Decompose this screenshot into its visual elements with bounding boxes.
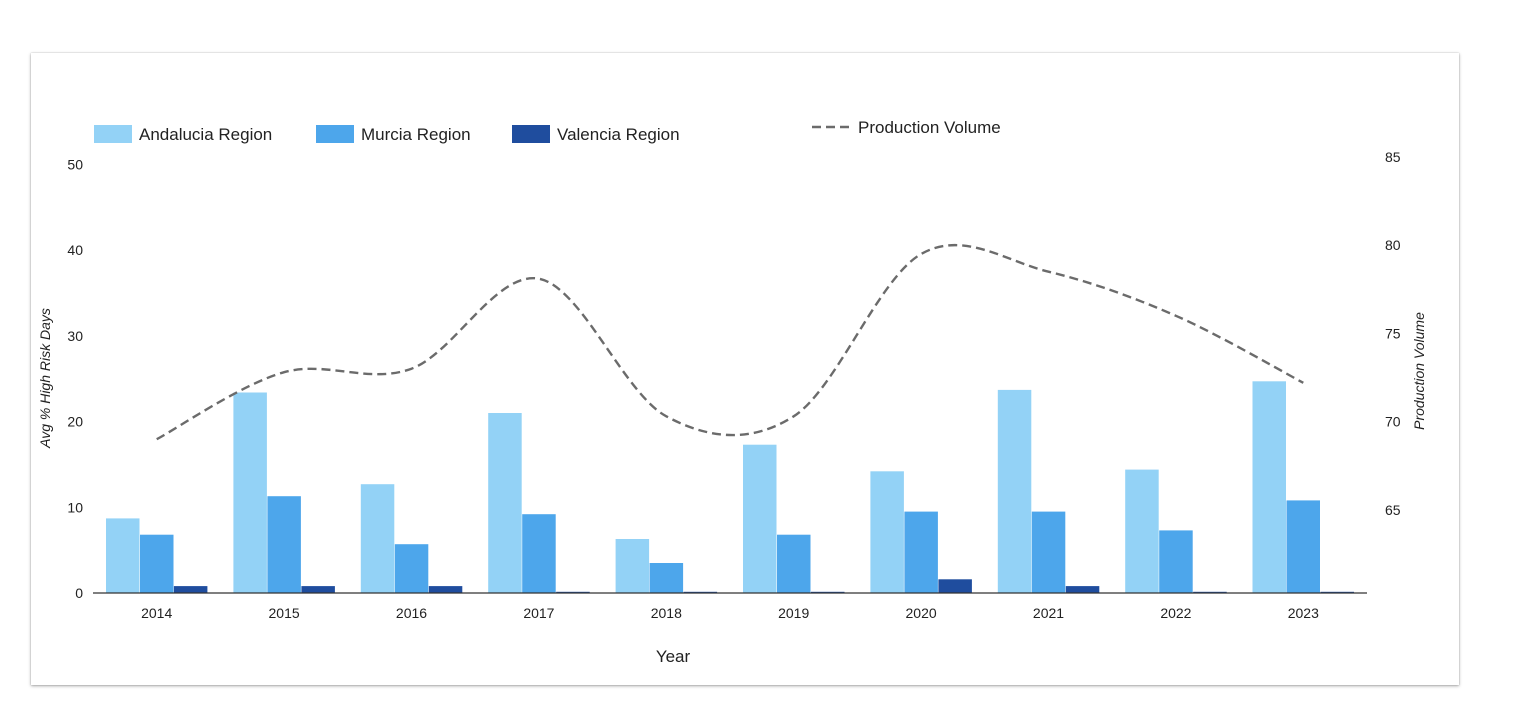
bars-layer — [106, 381, 1354, 593]
bar-murcia-region-2022 — [1159, 530, 1193, 593]
bar-andalucia-region-2015 — [233, 392, 267, 593]
x-tick-label: 2020 — [906, 605, 937, 621]
x-tick-label: 2014 — [141, 605, 172, 621]
bar-andalucia-region-2019 — [743, 444, 777, 593]
chart-card: Andalucia Region Murcia Region Valencia Re… — [31, 53, 1459, 685]
x-tick-label: 2023 — [1288, 605, 1319, 621]
bar-andalucia-region-2020 — [870, 471, 904, 593]
legend-label: Valencia Region — [557, 125, 680, 144]
bar-andalucia-region-2017 — [488, 413, 522, 593]
bar-valencia-region-2020 — [938, 579, 972, 593]
x-axis-ticks: 2014 2015 2016 2017 2018 2019 2020 2021 2022 2023 — [141, 605, 1319, 621]
left-y-axis-ticks: 0 10 20 30 40 50 — [67, 157, 83, 602]
bar-murcia-region-2015 — [267, 496, 301, 593]
legend-swatch-valencia-region — [512, 125, 550, 143]
y-tick-label: 50 — [67, 157, 83, 173]
bar-andalucia-region-2018 — [615, 539, 650, 593]
left-y-axis-title: Avg % High Risk Days — [37, 308, 53, 449]
bar-murcia-region-2014 — [140, 534, 174, 593]
x-tick-label: 2016 — [396, 605, 427, 621]
bar-murcia-region-2021 — [1031, 511, 1066, 593]
legend: Andalucia Region Murcia Region Valencia Re… — [94, 118, 1001, 144]
legend-label: Andalucia Region — [139, 125, 272, 144]
y-tick-label: 0 — [75, 585, 83, 601]
bar-andalucia-region-2022 — [1125, 469, 1159, 593]
bar-murcia-region-2016 — [394, 544, 429, 593]
x-tick-label: 2022 — [1160, 605, 1191, 621]
bar-murcia-region-2018 — [649, 563, 684, 593]
bar-valencia-region-2015 — [301, 586, 335, 593]
y-tick-label: 40 — [67, 242, 83, 258]
legend-label: Murcia Region — [361, 125, 471, 144]
y2-tick-label: 75 — [1385, 325, 1401, 341]
y-tick-label: 10 — [67, 499, 83, 515]
bar-andalucia-region-2016 — [360, 484, 395, 593]
legend-label: Production Volume — [858, 118, 1001, 137]
x-tick-label: 2015 — [269, 605, 300, 621]
bar-valencia-region-2016 — [428, 586, 463, 593]
x-tick-label: 2021 — [1033, 605, 1064, 621]
bar-murcia-region-2023 — [1286, 500, 1320, 593]
y-tick-label: 30 — [67, 328, 83, 344]
x-tick-label: 2019 — [778, 605, 809, 621]
bar-andalucia-region-2021 — [997, 389, 1032, 593]
x-axis-title: Year — [656, 647, 691, 666]
bar-valencia-region-2021 — [1065, 586, 1100, 593]
y2-tick-label: 80 — [1385, 237, 1401, 253]
x-tick-label: 2017 — [523, 605, 554, 621]
legend-swatch-murcia-region — [316, 125, 354, 143]
production-volume-line — [156, 244, 1304, 441]
x-tick-label: 2018 — [651, 605, 682, 621]
bar-andalucia-region-2014 — [106, 518, 140, 593]
combo-chart: Andalucia Region Murcia Region Valencia Re… — [37, 118, 1427, 666]
legend-swatch-andalucia-region — [94, 125, 132, 143]
right-y-axis-title: Production Volume — [1411, 312, 1427, 430]
bar-murcia-region-2017 — [522, 514, 556, 593]
bar-valencia-region-2014 — [173, 586, 208, 593]
bar-andalucia-region-2023 — [1252, 381, 1286, 593]
y2-tick-label: 70 — [1385, 414, 1401, 430]
y2-tick-label: 65 — [1385, 502, 1401, 518]
y2-tick-label: 85 — [1385, 149, 1401, 165]
bar-murcia-region-2019 — [777, 534, 811, 593]
y-tick-label: 20 — [67, 414, 83, 430]
bar-murcia-region-2020 — [904, 511, 938, 593]
right-y-axis-ticks: 65 70 75 80 85 — [1385, 149, 1401, 518]
